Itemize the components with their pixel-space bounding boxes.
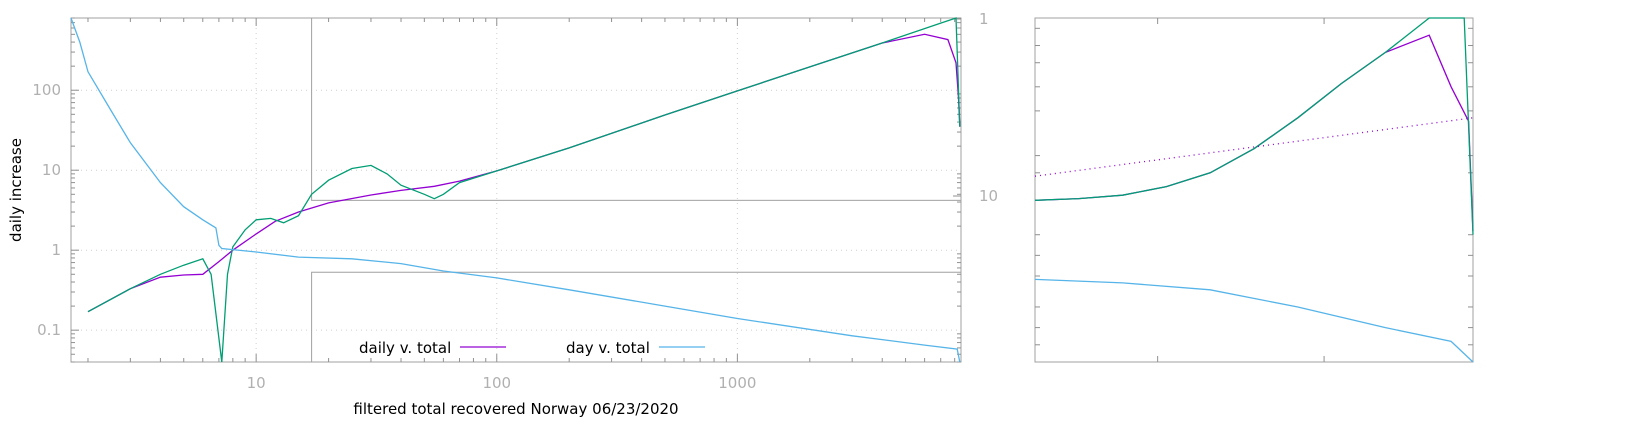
inset-box xyxy=(311,271,962,363)
y-tick-label: 1 xyxy=(51,241,61,259)
main-plot-frame xyxy=(70,17,962,363)
series-line-0 xyxy=(87,33,961,313)
x-tick-label: 100 xyxy=(482,374,511,392)
zoom-plot xyxy=(1034,17,1474,363)
main-series xyxy=(70,17,961,363)
legend: daily v. total day v. total xyxy=(359,339,705,357)
x-tick-label: 10 xyxy=(247,374,266,392)
y-tick-label: 100 xyxy=(32,81,61,99)
main-ticks xyxy=(71,17,961,363)
zoom-ticks xyxy=(1035,18,1473,362)
y-tick-label: 0.1 xyxy=(37,321,61,339)
series-line-2 xyxy=(70,17,961,363)
zoom-series-line-2 xyxy=(1034,117,1474,177)
y2-tick-label: 1 xyxy=(979,10,989,28)
legend-label-daily-v-total: daily v. total xyxy=(359,339,451,357)
legend-label-day-v-total: day v. total xyxy=(566,339,650,357)
main-tick-labels: 10 100 1000 0.1 1 10 100 1 10 xyxy=(32,10,998,392)
inset-boxes xyxy=(311,17,962,363)
zoom-series-line-3 xyxy=(1034,278,1474,363)
series-line-1 xyxy=(87,17,961,363)
zoom-plot-frame xyxy=(1034,17,1474,363)
zoom-series xyxy=(1034,17,1474,363)
y-tick-label: 10 xyxy=(42,161,61,179)
zoom-series-line-1 xyxy=(1034,17,1474,235)
inset-box xyxy=(311,17,962,201)
zoom-series-line-0 xyxy=(1034,34,1474,232)
main-grid xyxy=(71,18,961,362)
y-axis-title: daily increase xyxy=(7,138,25,242)
main-plot: 10 100 1000 0.1 1 10 100 1 10 daily increase fil… xyxy=(7,10,998,418)
x-axis-title: filtered total recovered Norway 06/23/20… xyxy=(353,400,678,418)
x-tick-label: 1000 xyxy=(718,374,756,392)
y2-tick-label: 10 xyxy=(979,187,998,205)
